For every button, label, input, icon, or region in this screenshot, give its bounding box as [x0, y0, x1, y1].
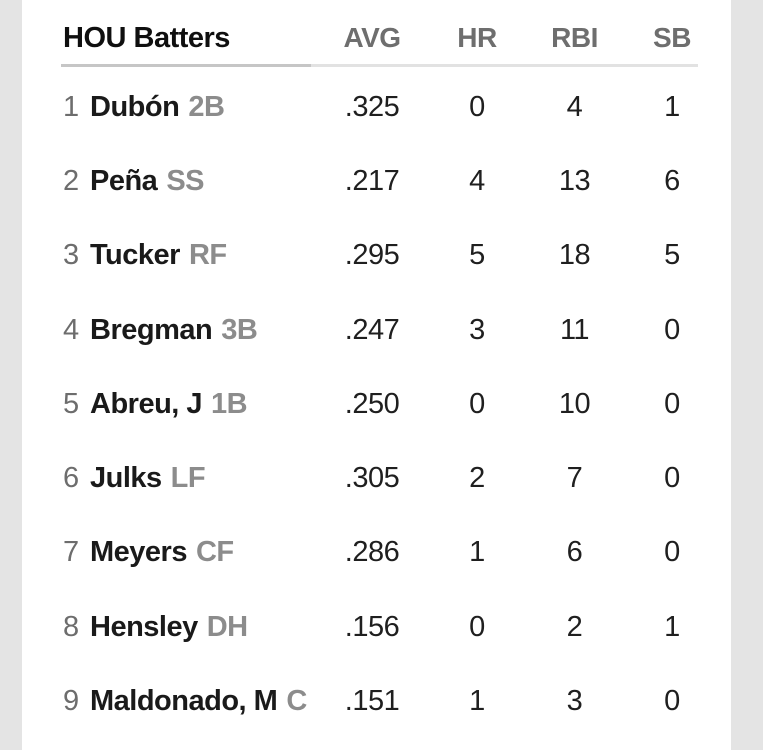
player-row[interactable]: 6 Julks LF .305 2 7 0: [22, 441, 731, 515]
player-name-cell: 3 Tucker RF: [22, 239, 317, 272]
stat-rbi: 3: [566, 685, 583, 718]
batting-order-number: 6: [63, 462, 79, 495]
table-header-row: HOU Batters AVG HR RBI SB: [22, 0, 731, 64]
column-header-rbi: RBI: [551, 22, 598, 53]
player-row[interactable]: 2 Peña SS .217 4 13 6: [22, 144, 731, 218]
stat-rbi: 18: [558, 239, 591, 272]
team-batters-header: HOU Batters: [63, 21, 230, 54]
stat-avg: .250: [344, 387, 400, 420]
column-header-avg: AVG: [343, 22, 401, 53]
stat-hr: 3: [469, 313, 485, 346]
player-position: RF: [188, 239, 227, 272]
batting-order-number: 2: [63, 164, 79, 197]
stat-avg: .286: [344, 536, 400, 569]
player-name-cell: 6 Julks LF: [22, 462, 317, 495]
player-name-cell: 1 Dubón 2B: [22, 91, 317, 124]
stat-avg: .325: [344, 90, 400, 123]
stat-rbi: 10: [558, 387, 591, 420]
player-position: 2B: [188, 90, 225, 123]
stat-hr: 5: [469, 239, 485, 272]
stat-rbi: 6: [566, 536, 583, 569]
stat-hr: 2: [469, 462, 485, 495]
header-divider: [61, 64, 698, 67]
stat-avg: .156: [344, 610, 400, 643]
stat-hr: 0: [469, 387, 485, 420]
stat-avg: .295: [344, 239, 400, 272]
stat-sb: 0: [664, 387, 680, 420]
batting-order-number: 3: [63, 239, 79, 272]
stat-avg: .247: [344, 313, 400, 346]
player-position: DH: [206, 610, 248, 643]
player-position: CF: [195, 536, 234, 569]
stat-rbi: 13: [558, 164, 591, 197]
stat-rbi: 2: [566, 610, 583, 643]
stat-hr: 1: [469, 685, 485, 718]
player-name: Bregman: [90, 313, 213, 346]
stat-sb: 1: [664, 610, 680, 643]
player-name: Dubón: [90, 90, 180, 123]
player-row[interactable]: 5 Abreu, J 1B .250 0 10 0: [22, 367, 731, 441]
stat-rbi: 11: [559, 313, 590, 346]
player-row[interactable]: 4 Bregman 3B .247 3 11 0: [22, 293, 731, 367]
stat-sb: 5: [664, 239, 680, 272]
player-position: SS: [166, 164, 205, 197]
stat-sb: 0: [664, 462, 680, 495]
player-name: Abreu, J: [90, 387, 203, 420]
batting-order-number: 9: [63, 685, 79, 718]
stat-avg: .217: [344, 164, 400, 197]
player-name: Maldonado, M: [90, 685, 278, 718]
batting-order-number: 1: [63, 90, 79, 123]
column-header-sb: SB: [653, 22, 691, 53]
stat-sb: 6: [664, 164, 680, 197]
header-divider-name-segment: [61, 64, 311, 67]
stat-sb: 0: [664, 685, 680, 718]
player-name: Meyers: [90, 536, 187, 569]
batting-order-number: 4: [63, 313, 79, 346]
player-position: 1B: [211, 387, 248, 420]
stat-sb: 1: [664, 90, 680, 123]
player-name-cell: 2 Peña SS: [22, 165, 317, 198]
player-row[interactable]: 8 Hensley DH .156 0 2 1: [22, 590, 731, 664]
batting-order-number: 5: [63, 387, 79, 420]
batters-stats-card: HOU Batters AVG HR RBI SB 1 Dubón 2B .325 …: [22, 0, 731, 750]
stat-hr: 0: [469, 610, 485, 643]
stat-sb: 0: [664, 536, 680, 569]
stat-rbi: 7: [566, 462, 583, 495]
column-header-hr: HR: [457, 22, 497, 53]
player-row[interactable]: 1 Dubón 2B .325 0 4 1: [22, 70, 731, 144]
player-position: LF: [170, 462, 206, 495]
stat-hr: 0: [469, 90, 485, 123]
stat-hr: 4: [469, 164, 485, 197]
batting-order-number: 7: [63, 536, 79, 569]
stat-rbi: 4: [566, 90, 583, 123]
player-row[interactable]: 3 Tucker RF .295 5 18 5: [22, 219, 731, 293]
batting-order-number: 8: [63, 610, 79, 643]
player-position: C: [286, 685, 307, 718]
stat-sb: 0: [664, 313, 680, 346]
header-divider-stats-segment: [311, 64, 698, 67]
player-name: Tucker: [90, 239, 180, 272]
player-name: Peña: [90, 164, 158, 197]
batters-list: 1 Dubón 2B .325 0 4 1 2 Peña SS .217 4 13 6 …: [22, 67, 731, 739]
player-row[interactable]: 7 Meyers CF .286 1 6 0: [22, 516, 731, 590]
stat-hr: 1: [469, 536, 485, 569]
player-name-cell: 5 Abreu, J 1B: [22, 388, 317, 421]
player-name-cell: 8 Hensley DH: [22, 611, 317, 644]
player-position: 3B: [221, 313, 258, 346]
player-name: Hensley: [90, 610, 198, 643]
player-name: Julks: [90, 462, 162, 495]
stat-avg: .151: [344, 685, 400, 718]
stat-avg: .305: [344, 462, 400, 495]
player-name-cell: 4 Bregman 3B: [22, 314, 317, 347]
player-name-cell: 7 Meyers CF: [22, 536, 317, 569]
